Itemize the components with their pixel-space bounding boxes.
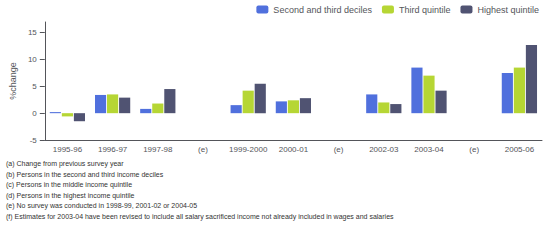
svg-text:(d) Persons in the highest inc: (d) Persons in the highest income quinti… <box>6 192 135 200</box>
svg-text:2005-06: 2005-06 <box>505 145 535 154</box>
svg-text:Second and third deciles: Second and third deciles <box>273 5 372 15</box>
svg-text:10: 10 <box>28 55 37 64</box>
svg-text:(e): (e) <box>198 145 208 154</box>
svg-text:2002-03: 2002-03 <box>369 145 399 154</box>
svg-text:%change: %change <box>8 62 18 100</box>
svg-text:5: 5 <box>32 82 37 91</box>
svg-text:(a) Change from previous surve: (a) Change from previous survey year <box>6 160 124 168</box>
svg-text:(e): (e) <box>334 145 344 154</box>
svg-text:(c) Persons in the middle inco: (c) Persons in the middle income quintil… <box>6 181 132 189</box>
svg-text:1996-97: 1996-97 <box>98 145 128 154</box>
svg-text:1997-98: 1997-98 <box>143 145 173 154</box>
svg-text:-5: -5 <box>30 136 38 145</box>
svg-text:Highest quintile: Highest quintile <box>477 5 539 15</box>
svg-text:Third quintile: Third quintile <box>399 5 451 15</box>
svg-text:(e): (e) <box>469 145 479 154</box>
svg-text:(e) No survey was conducted in: (e) No survey was conducted in 1998-99, … <box>6 202 197 210</box>
svg-text:0: 0 <box>32 109 37 118</box>
svg-text:1999-2000: 1999-2000 <box>229 145 268 154</box>
svg-text:2000-01: 2000-01 <box>279 145 309 154</box>
svg-text:(f) Estimates for 2003-04 have: (f) Estimates for 2003-04 have been revi… <box>6 213 394 221</box>
svg-text:15: 15 <box>28 28 37 37</box>
svg-text:(b) Persons in the second and: (b) Persons in the second and third inco… <box>6 171 164 179</box>
svg-text:2003-04: 2003-04 <box>414 145 444 154</box>
svg-text:1995-96: 1995-96 <box>53 145 83 154</box>
